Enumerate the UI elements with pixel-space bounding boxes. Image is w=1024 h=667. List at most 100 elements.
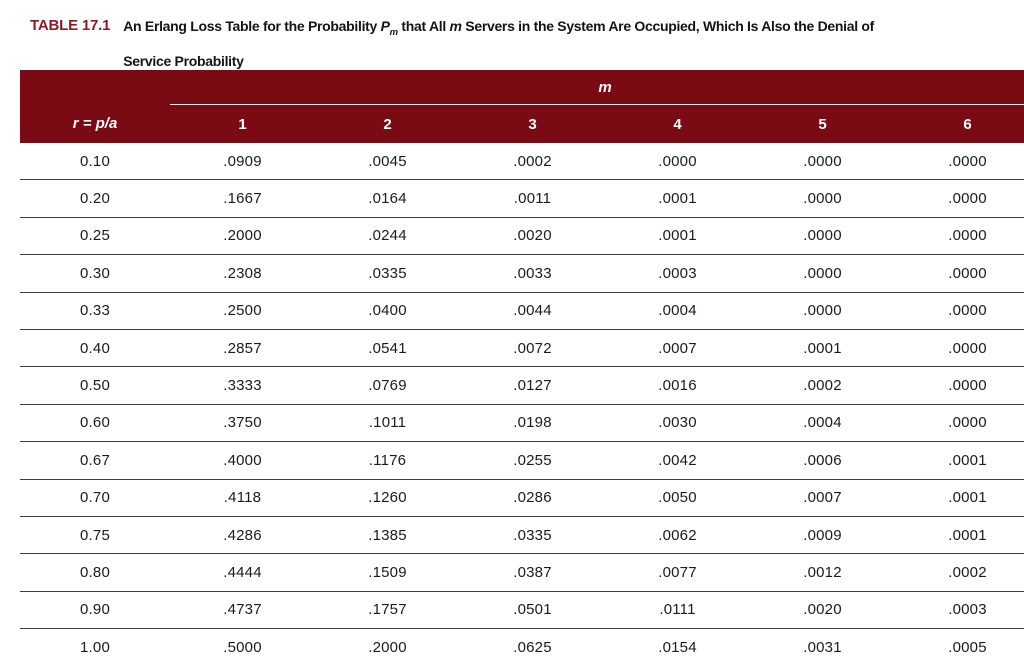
probability-cell: .0003 [605, 254, 750, 293]
probability-cell: .0000 [895, 254, 1024, 293]
probability-cell: .0000 [895, 292, 1024, 330]
probability-cell: .0909 [170, 143, 315, 181]
probability-cell: .1260 [315, 479, 460, 517]
probability-cell: .0154 [658, 638, 697, 656]
table-row: 0.90.4737.1757.0501.0111.0020.0003 [20, 591, 1024, 630]
probability-cell: .0000 [895, 143, 1024, 181]
caption-segment: P [380, 18, 390, 34]
table-row: 0.75.4286.1385.0335.0062.0009.0001 [20, 516, 1024, 555]
probability-cell: .0072 [460, 329, 605, 368]
probability-cell: .0044 [460, 292, 605, 330]
m-column-header: 3 [528, 115, 537, 133]
table-row: 0.33.2500.0400.0044.0004.0000.0000 [20, 292, 1024, 330]
table-caption: TABLE 17.1 An Erlang Loss Table for the … [30, 12, 1018, 75]
table-row: 0.80.4444.1509.0387.0077.0012.0002 [20, 553, 1024, 592]
caption-segment: An Erlang Loss Table for the Probability [123, 18, 381, 34]
table-row: 0.50.3333.0769.0127.0016.0002.0000 [20, 366, 1024, 405]
probability-cell: .0625 [513, 638, 552, 656]
table-header: m r = p/a 1 2 3 4 5 6 [20, 70, 1024, 143]
probability-cell: .0000 [895, 366, 1024, 405]
caption-segment: m [389, 26, 398, 38]
probability-cell: .0335 [315, 254, 460, 293]
probability-cell: .5000 [223, 638, 262, 656]
table-row: 0.60.3750.1011.0198.0030.0004.0000 [20, 404, 1024, 443]
row-ratio-cell: 0.40 [20, 329, 170, 368]
probability-cell: .0011 [460, 179, 605, 218]
probability-cell: .0002 [750, 366, 895, 405]
probability-cell: .4118 [170, 479, 315, 517]
probability-cell: .0005 [948, 638, 987, 656]
table-row: 0.40.2857.0541.0072.0007.0001.0000 [20, 329, 1024, 368]
probability-cell: .0000 [750, 143, 895, 181]
probability-cell: .0001 [750, 329, 895, 368]
table-row: 1.00 .5000 .2000 .0625 .0154 .0031 .0005 [20, 629, 1024, 666]
caption-segment: Servers in the System Are Occupied, Whic… [461, 18, 875, 34]
header-corner-cell [20, 70, 170, 105]
caption-text: An Erlang Loss Table for the Probability… [123, 12, 874, 75]
probability-cell: .0255 [460, 441, 605, 480]
probability-cell: .0335 [460, 516, 605, 555]
probability-cell: .1176 [315, 441, 460, 480]
probability-cell: .2000 [170, 217, 315, 256]
probability-cell: .0004 [605, 292, 750, 330]
table-row: 0.25.2000.0244.0020.0001.0000.0000 [20, 217, 1024, 256]
row-ratio-cell: 0.10 [20, 143, 170, 181]
probability-cell: .0286 [460, 479, 605, 517]
table-row: 0.10.0909.0045.0002.0000.0000.0000 [20, 143, 1024, 181]
probability-cell: .0002 [460, 143, 605, 181]
probability-cell: .2000 [368, 638, 407, 656]
probability-cell: .0000 [750, 292, 895, 330]
probability-cell: .0077 [605, 553, 750, 592]
probability-cell: .0020 [460, 217, 605, 256]
row-ratio-cell: 1.00 [80, 638, 110, 656]
caption-segment: m [449, 18, 462, 34]
probability-cell: .3333 [170, 366, 315, 405]
m-group-header: m [170, 70, 1024, 105]
probability-cell: .0045 [315, 143, 460, 181]
probability-cell: .2500 [170, 292, 315, 330]
probability-cell: .0007 [750, 479, 895, 517]
row-ratio-cell: 0.70 [20, 479, 170, 517]
probability-cell: .0062 [605, 516, 750, 555]
probability-cell: .3750 [170, 404, 315, 443]
probability-cell: .0001 [895, 479, 1024, 517]
probability-cell: .0127 [460, 366, 605, 405]
probability-cell: .0111 [605, 591, 750, 630]
probability-cell: .0001 [895, 441, 1024, 480]
row-ratio-cell: 0.20 [20, 179, 170, 218]
probability-cell: .1757 [315, 591, 460, 630]
row-ratio-cell: 0.30 [20, 254, 170, 293]
table-row: 0.67.4000.1176.0255.0042.0006.0001 [20, 441, 1024, 480]
probability-cell: .0198 [460, 404, 605, 443]
probability-cell: .0012 [750, 553, 895, 592]
probability-cell: .4444 [170, 553, 315, 592]
table-body: 0.10.0909.0045.0002.0000.0000.0000 0.20.1… [20, 143, 1024, 665]
probability-cell: .0007 [605, 329, 750, 368]
probability-cell: .0000 [750, 254, 895, 293]
table-number-label: TABLE 17.1 [30, 17, 111, 34]
probability-cell: .4286 [170, 516, 315, 555]
probability-cell: .0000 [895, 179, 1024, 218]
m-column-header: 4 [673, 115, 682, 133]
probability-cell: .0244 [315, 217, 460, 256]
probability-cell: .0501 [460, 591, 605, 630]
probability-cell: .2308 [170, 254, 315, 293]
probability-cell: .0009 [750, 516, 895, 555]
probability-cell: .0020 [750, 591, 895, 630]
m-column-header: 5 [818, 115, 827, 133]
probability-cell: .0033 [460, 254, 605, 293]
probability-cell: .0030 [605, 404, 750, 443]
probability-cell: .0002 [895, 553, 1024, 592]
probability-cell: .0016 [605, 366, 750, 405]
caption-segment: that All [397, 18, 450, 34]
probability-cell: .2857 [170, 329, 315, 368]
row-ratio-cell: 0.33 [20, 292, 170, 330]
probability-cell: .0000 [750, 217, 895, 256]
group-header-row: m [20, 70, 1024, 105]
m-column-header: 2 [383, 115, 392, 133]
table-row: 0.20.1667.0164.0011.0001.0000.0000 [20, 179, 1024, 218]
probability-cell: .1385 [315, 516, 460, 555]
row-ratio-cell: 0.90 [20, 591, 170, 630]
